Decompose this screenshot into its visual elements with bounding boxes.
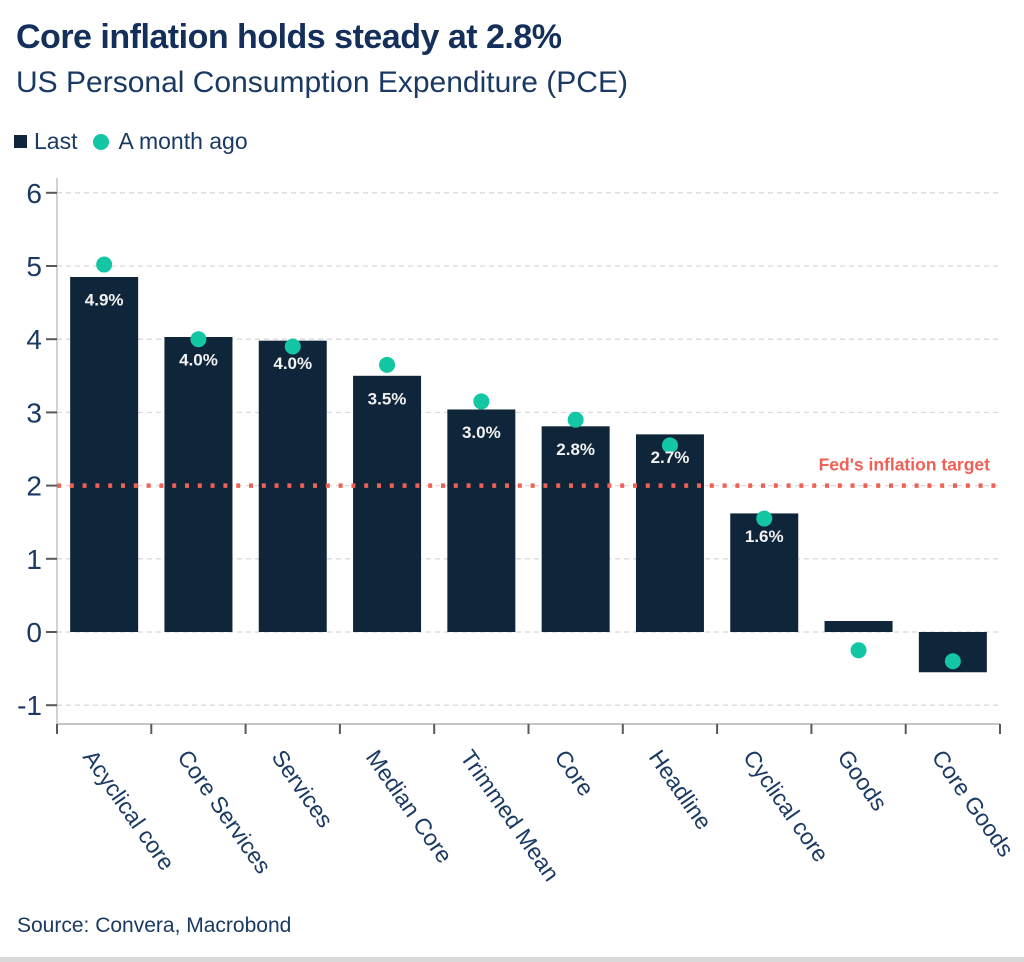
dot-core-services (190, 331, 207, 348)
y-tick-label-2: 2 (26, 471, 42, 502)
legend-item-month-ago: A month ago (93, 128, 248, 155)
legend-circle-marker (93, 133, 110, 150)
category-label-services: Services (267, 745, 339, 832)
dot-services (284, 338, 301, 355)
bar-goods (824, 621, 893, 632)
category-label-cyclical-core: Cyclical core (738, 745, 834, 867)
bar-label-trimmed-mean: 3.0% (462, 423, 501, 442)
bar-acyclical-core (70, 276, 139, 632)
bar-label-core-services: 4.0% (179, 350, 218, 369)
bar-label-median-core: 3.5% (368, 389, 407, 408)
category-label-headline: Headline (644, 745, 717, 834)
y-tick-label-0: 0 (26, 617, 42, 648)
bottom-border (0, 957, 1024, 962)
category-label-goods: Goods (832, 745, 892, 815)
bar-cyclical-core (730, 513, 799, 632)
category-label-core-services: Core Services (172, 745, 276, 878)
legend-label-last: Last (34, 128, 78, 154)
dot-headline (661, 437, 678, 454)
category-label-trimmed-mean: Trimmed Mean (455, 745, 565, 886)
bar-headline (635, 434, 704, 632)
category-label-core-goods: Core Goods (927, 745, 1019, 862)
legend-square-marker (14, 135, 27, 148)
y-tick-label--1: -1 (17, 690, 42, 721)
dot-cyclical-core (756, 510, 773, 527)
bar-label-core: 2.8% (556, 440, 595, 459)
y-tick-label-6: 6 (26, 178, 42, 209)
y-tick-label-3: 3 (26, 397, 42, 428)
bar-trimmed-mean (447, 409, 516, 632)
dot-trimmed-mean (473, 393, 490, 410)
bar-label-headline: 2.7% (651, 448, 690, 467)
category-label-median-core: Median Core (361, 745, 458, 868)
dot-core (567, 411, 584, 428)
legend-label-month-ago: A month ago (118, 128, 248, 154)
fed-target-label: Fed's inflation target (819, 455, 991, 475)
bar-core (541, 426, 610, 632)
chart-legend: Last A month ago (14, 128, 248, 155)
bar-label-cyclical-core: 1.6% (745, 527, 784, 546)
bar-label-services: 4.0% (273, 354, 312, 373)
y-tick-label-1: 1 (26, 544, 42, 575)
dot-acyclical-core (96, 256, 113, 273)
y-tick-label-4: 4 (26, 324, 42, 355)
legend-item-last: Last (14, 128, 77, 155)
chart-title: Core inflation holds steady at 2.8% (16, 18, 562, 56)
bar-label-acyclical-core: 4.9% (85, 290, 124, 309)
dot-core-goods (944, 653, 961, 670)
dot-goods (850, 642, 867, 659)
chart-subtitle: US Personal Consumption Expenditure (PCE… (16, 66, 628, 99)
source-note: Source: Convera, Macrobond (17, 914, 292, 937)
dot-median-core (379, 356, 396, 373)
y-tick-label-5: 5 (26, 251, 42, 282)
bar-median-core (353, 375, 422, 632)
category-label-core: Core (550, 745, 600, 801)
category-label-acyclical-core: Acyclical core (78, 745, 180, 875)
